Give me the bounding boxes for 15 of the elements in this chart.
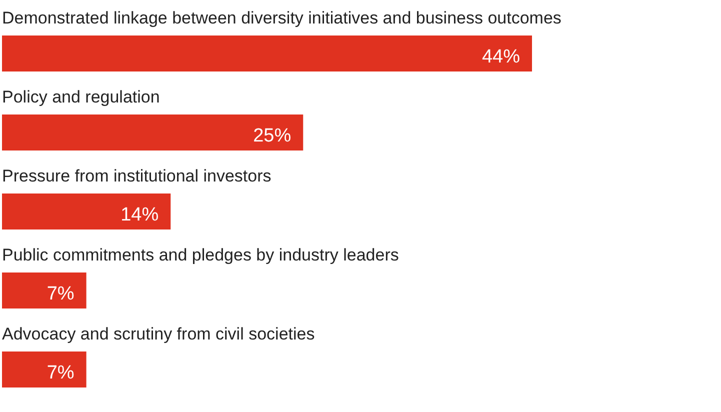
data-label: 25%: [253, 126, 292, 146]
data-label: 7%: [46, 362, 74, 384]
bar: [2, 114, 304, 150]
y-tick-label: Demonstrated linkage between diversity initiatives and business outcomes: [2, 8, 562, 28]
y-tick-label: Policy and regulation: [2, 88, 160, 106]
data-label: 14%: [120, 204, 159, 226]
y-tick-label: Advocacy and scrutiny from civil societies: [2, 324, 315, 344]
bar: [2, 36, 532, 72]
bar: [2, 194, 171, 230]
data-label: 44%: [482, 46, 520, 68]
y-tick-label: Pressure from institutional investors: [2, 166, 272, 186]
bar: [2, 352, 86, 388]
y-tick-label: Public commitments and pledges by industry leaders: [2, 246, 399, 264]
data-label: 7%: [46, 284, 74, 304]
bar: [2, 272, 86, 308]
